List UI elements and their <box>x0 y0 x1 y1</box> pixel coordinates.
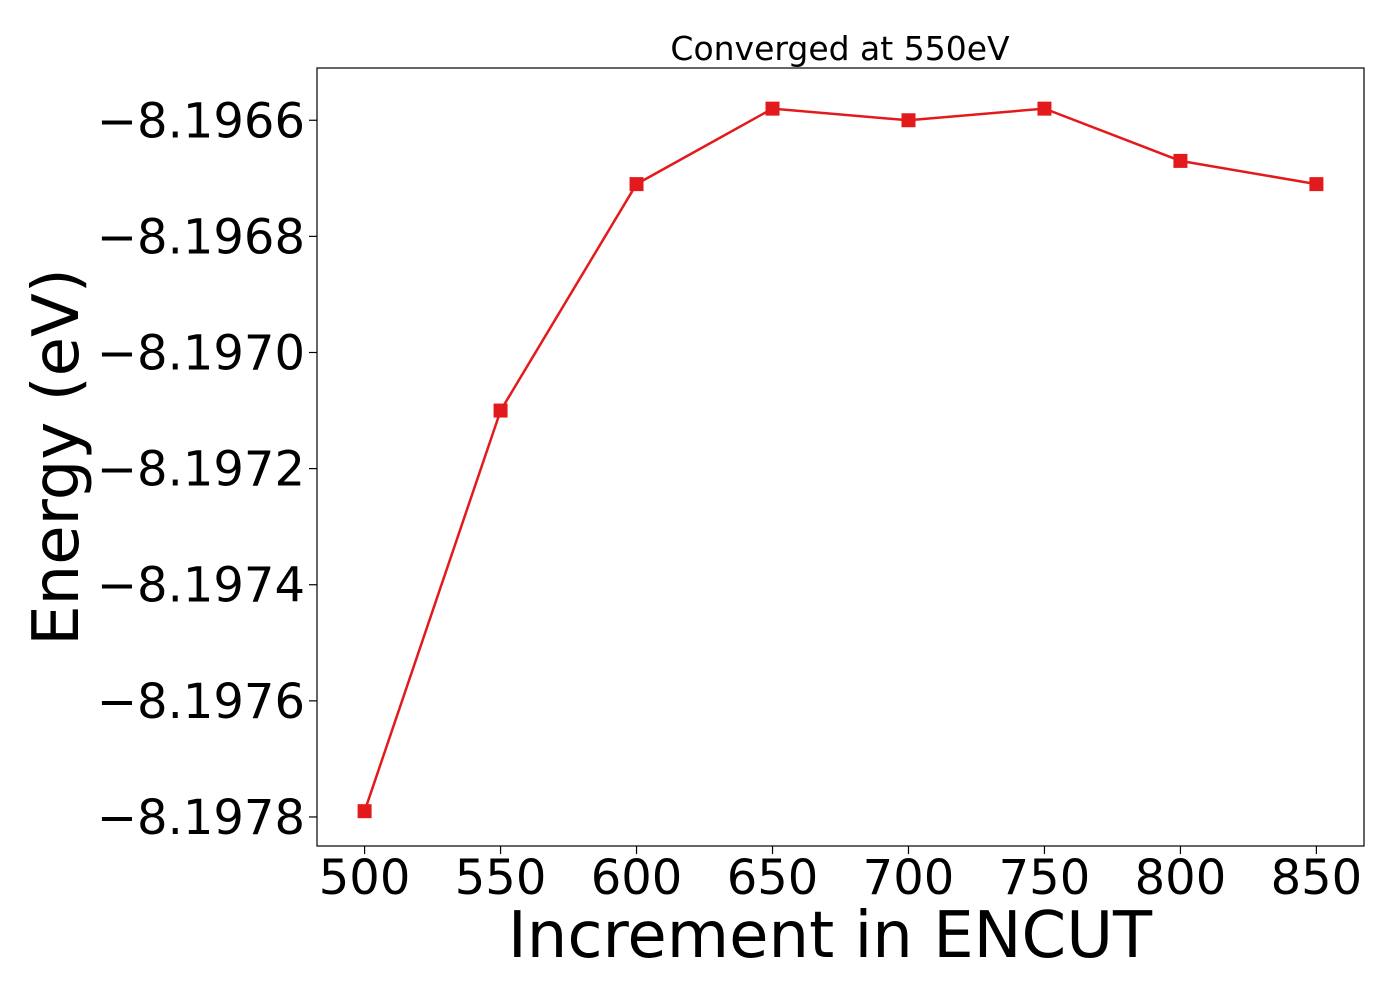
data-point <box>629 177 644 192</box>
y-tick-label: −8.1974 <box>97 558 305 614</box>
data-point <box>1173 153 1188 168</box>
x-tick-label: 800 <box>1135 850 1227 906</box>
data-point <box>1309 177 1324 192</box>
data-point <box>1037 101 1052 116</box>
x-tick-label: 850 <box>1271 850 1363 906</box>
y-tick-label: −8.1976 <box>97 674 305 730</box>
y-tick-label: −8.1970 <box>97 325 305 381</box>
plot-frame <box>316 67 1365 847</box>
y-tick-label: −8.1966 <box>97 93 305 149</box>
x-axis-ticks: 500 550 600 650 700 750 800 850 <box>319 846 1362 906</box>
x-axis-label: Increment in ENCUT <box>508 899 1153 973</box>
y-tick-label: −8.1972 <box>97 442 305 498</box>
data-point <box>765 101 780 116</box>
x-tick-label: 500 <box>319 850 411 906</box>
series-layer <box>357 101 1324 819</box>
x-tick-label: 750 <box>999 850 1091 906</box>
data-point <box>901 113 916 128</box>
y-axis-ticks: −8.1978 −8.1976 −8.1974 −8.1972 −8.1970 −8.19… <box>97 93 317 846</box>
x-tick-label: 650 <box>727 850 819 906</box>
y-axis-label: Energy (eV) <box>20 268 94 646</box>
y-tick-label: −8.1978 <box>97 790 305 846</box>
data-point <box>493 403 508 418</box>
series-line <box>363 107 1317 812</box>
x-tick-label: 700 <box>863 850 955 906</box>
x-tick-label: 550 <box>455 850 547 906</box>
x-tick-label: 600 <box>591 850 683 906</box>
data-point <box>357 804 372 819</box>
y-tick-label: −8.1968 <box>97 209 305 265</box>
chart-title: Converged at 550eV <box>670 29 1010 68</box>
